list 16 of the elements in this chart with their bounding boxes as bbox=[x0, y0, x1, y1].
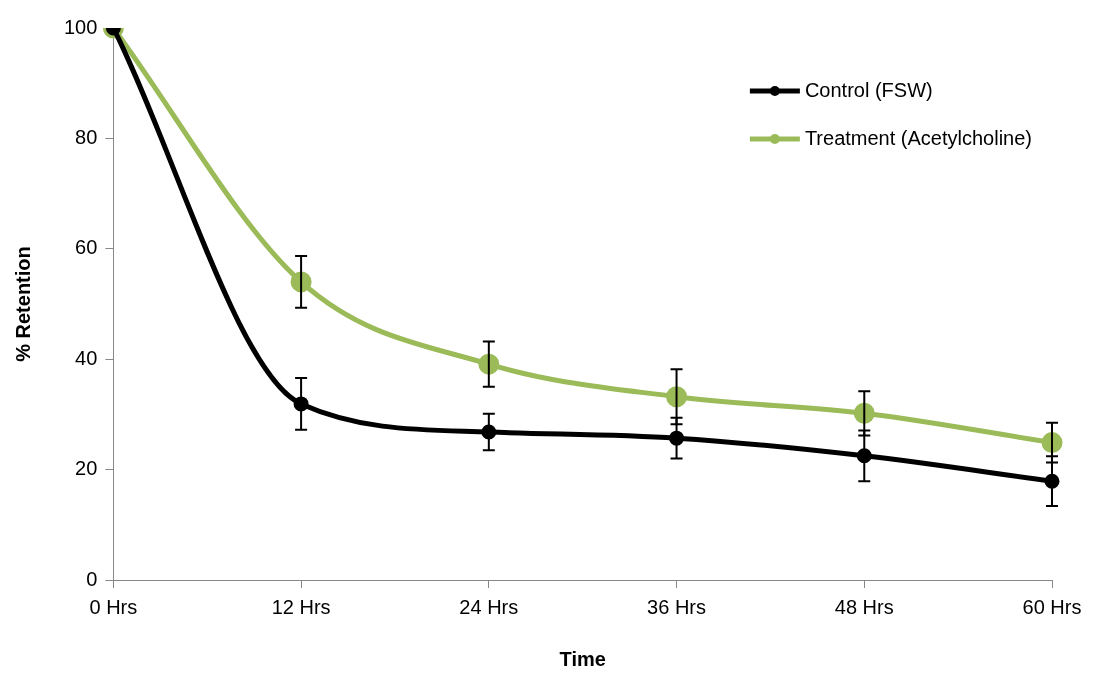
x-tick-label: 36 Hrs bbox=[647, 595, 706, 618]
legend-label: Control (FSW) bbox=[804, 78, 933, 101]
y-tick-label: 100 bbox=[63, 15, 98, 38]
y-tick-label: 40 bbox=[75, 346, 98, 369]
x-axis-title: Time bbox=[559, 647, 606, 670]
y-tick-label: 20 bbox=[75, 457, 98, 480]
x-tick-label: 48 Hrs bbox=[834, 595, 894, 618]
x-tick-label: 12 Hrs bbox=[271, 595, 331, 618]
x-tick-label: 60 Hrs bbox=[1022, 595, 1082, 618]
y-tick-label: 60 bbox=[75, 236, 98, 259]
x-tick-label: 24 Hrs bbox=[459, 595, 519, 618]
y-axis-title: % Retention bbox=[11, 246, 34, 362]
x-tick-label: 0 Hrs bbox=[89, 595, 138, 618]
legend-label: Treatment (Acetylcholine) bbox=[804, 126, 1033, 149]
y-tick-label: 80 bbox=[75, 125, 98, 148]
y-tick-label: 0 bbox=[86, 567, 98, 590]
